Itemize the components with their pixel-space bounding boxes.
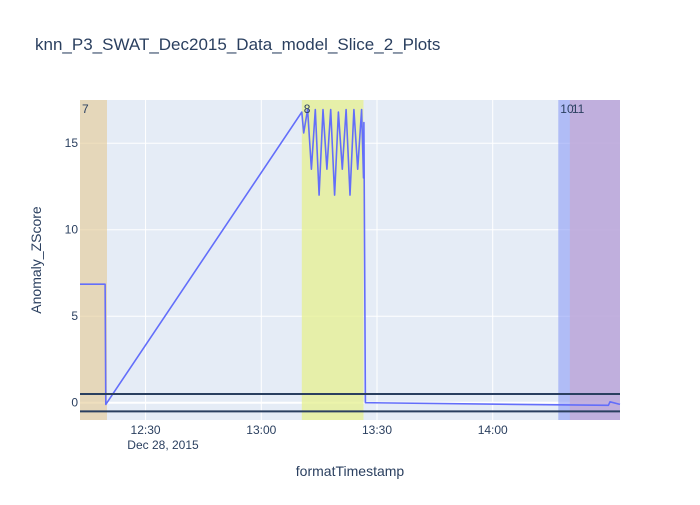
y-tick-label: 15 <box>65 136 79 150</box>
anomaly-region <box>569 100 620 420</box>
anomaly-region-label: 8 <box>304 102 311 116</box>
y-tick-label: 5 <box>71 309 78 323</box>
x-axis-label: formatTimestamp <box>296 463 405 479</box>
anomaly-region <box>80 100 107 420</box>
y-tick-label: 10 <box>65 223 79 237</box>
x-tick-label: 12:30 <box>131 423 161 437</box>
x-tick-label: 13:30 <box>362 423 392 437</box>
series-line <box>80 108 621 407</box>
x-tick-label: 13:00 <box>246 423 276 437</box>
y-axis-label: Anomaly_ZScore <box>28 206 44 314</box>
y-tick-label: 0 <box>71 396 78 410</box>
chart-title: knn_P3_SWAT_Dec2015_Data_model_Slice_2_P… <box>35 35 440 54</box>
x-tick-label: 14:00 <box>478 423 508 437</box>
anomaly-region-label: 10 <box>560 102 574 116</box>
anomaly-region-label: 7 <box>82 102 89 116</box>
x-axis-date-label: Dec 28, 2015 <box>127 438 199 452</box>
anomaly-region-label: 11 <box>572 102 585 116</box>
